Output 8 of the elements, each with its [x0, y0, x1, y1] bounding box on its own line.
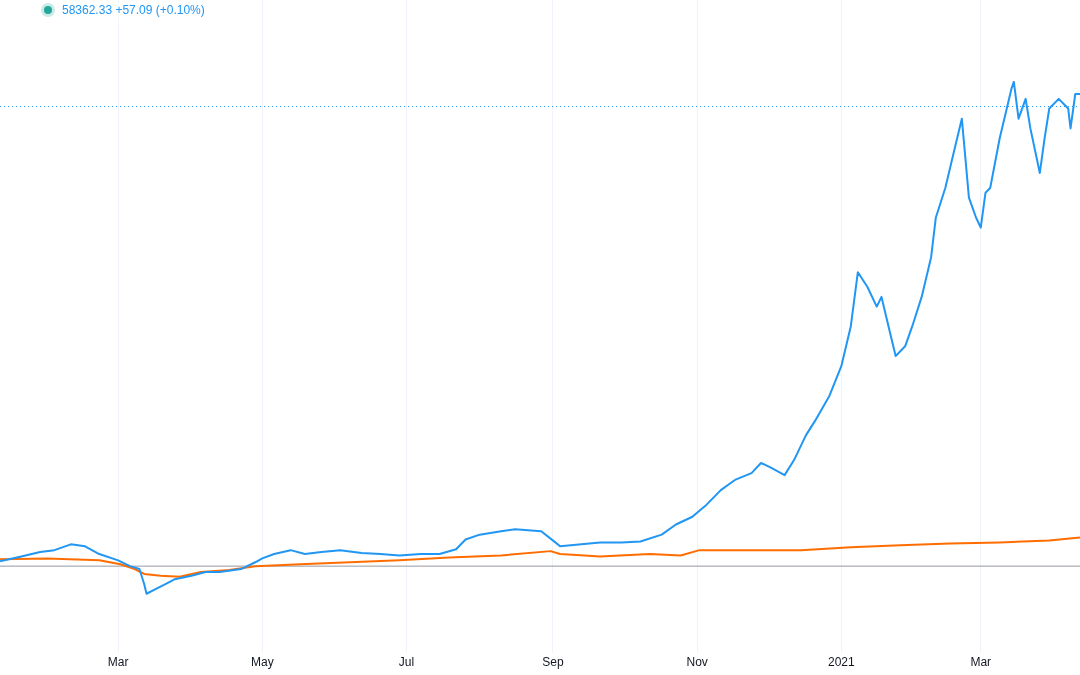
- x-tick-label: 2021: [827, 655, 855, 670]
- text: 58362.33 +57.09 (+0.10%): [62, 3, 205, 17]
- x-tick-label: Nov: [686, 655, 708, 670]
- x-tick-label: Mar: [970, 655, 992, 670]
- x-tick-label: Jul: [398, 655, 415, 670]
- x-tick-label: Sep: [542, 655, 564, 670]
- x-tick-label: Mar: [107, 655, 129, 670]
- x-tick-label: May: [250, 655, 274, 670]
